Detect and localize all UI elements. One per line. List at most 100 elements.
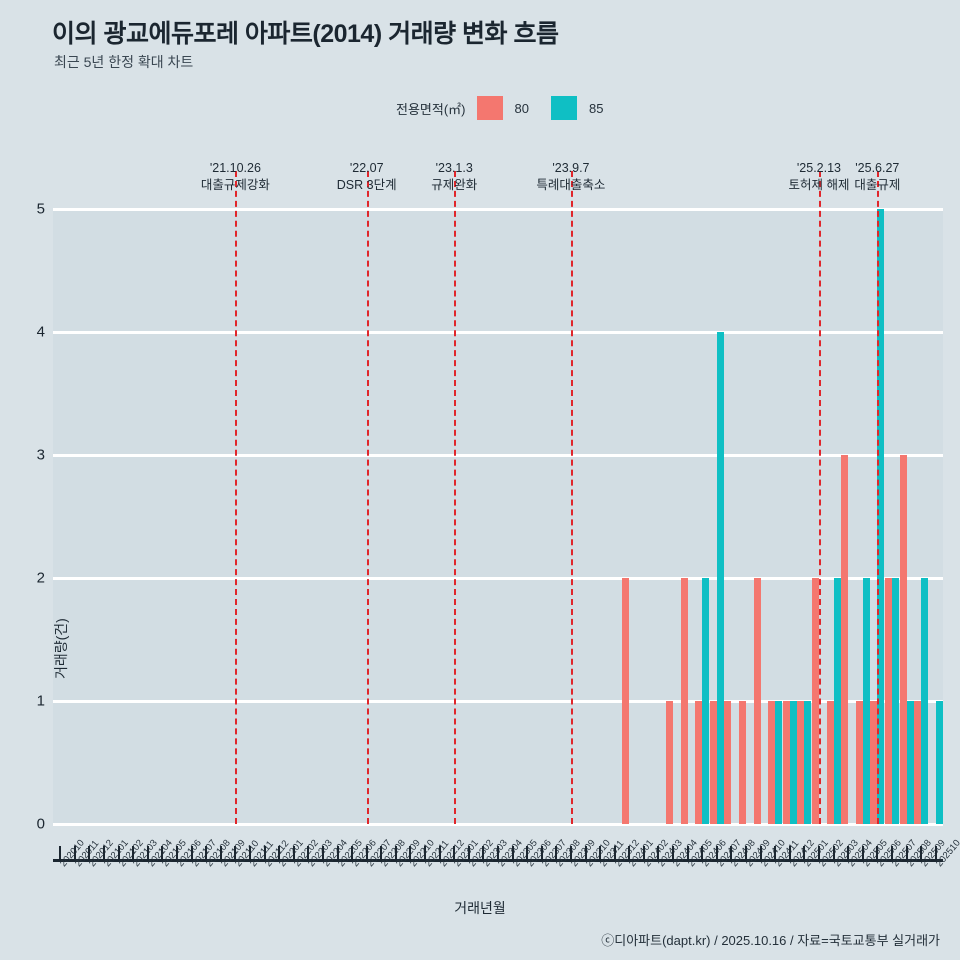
x-tick bbox=[497, 846, 499, 860]
bar[interactable] bbox=[709, 701, 717, 824]
event-line bbox=[454, 171, 457, 824]
x-tick bbox=[278, 846, 281, 860]
x-tick bbox=[205, 846, 208, 860]
event-annotation-date: '25.2.13 bbox=[796, 161, 842, 175]
x-tick bbox=[730, 846, 733, 860]
legend-swatch-85[interactable] bbox=[550, 96, 577, 120]
event-line bbox=[818, 171, 821, 824]
event-annotation: '23.9.7 특례대출축소 bbox=[536, 160, 605, 194]
bar[interactable] bbox=[695, 701, 703, 824]
event-annotation-date: '22.07 bbox=[349, 161, 384, 175]
page-subtitle: 최근 5년 한정 확대 차트 bbox=[54, 54, 194, 70]
bar[interactable] bbox=[753, 578, 761, 824]
bar[interactable] bbox=[877, 209, 885, 824]
x-tick bbox=[613, 846, 616, 860]
bar[interactable] bbox=[622, 578, 630, 824]
gridline bbox=[53, 576, 943, 580]
legend-label-80: 80 bbox=[514, 100, 529, 116]
x-axis-line bbox=[53, 859, 943, 862]
bar[interactable] bbox=[789, 701, 797, 824]
legend: 전용면적(㎡) 80 85 bbox=[396, 96, 625, 120]
x-tick bbox=[73, 846, 76, 860]
bar[interactable] bbox=[906, 701, 914, 824]
x-tick bbox=[861, 846, 864, 860]
event-line bbox=[235, 171, 238, 824]
x-tick bbox=[351, 846, 354, 860]
bar[interactable] bbox=[921, 578, 929, 824]
event-annotation: '23.1.3 규제완화 bbox=[431, 160, 477, 194]
x-tick bbox=[219, 846, 222, 860]
event-annotation-date: '21.10.26 bbox=[209, 161, 261, 175]
event-annotation-text: 토허제 해제 bbox=[788, 177, 850, 192]
x-tick bbox=[380, 846, 383, 860]
bar[interactable] bbox=[855, 701, 863, 824]
bar[interactable] bbox=[782, 701, 790, 824]
x-tick bbox=[803, 846, 806, 860]
x-tick bbox=[745, 846, 748, 860]
x-tick bbox=[701, 846, 704, 860]
x-tick bbox=[657, 846, 660, 860]
bar[interactable] bbox=[768, 701, 776, 824]
x-tick bbox=[876, 846, 879, 860]
bar[interactable] bbox=[826, 701, 834, 824]
bar[interactable] bbox=[884, 578, 892, 824]
y-tick-label: 1 bbox=[36, 692, 45, 710]
event-annotation-date: '23.9.7 bbox=[552, 161, 590, 175]
gridline bbox=[53, 207, 943, 211]
bar[interactable] bbox=[775, 701, 783, 824]
x-tick bbox=[248, 846, 251, 860]
event-annotation: '22.07 DSR 3단계 bbox=[337, 160, 397, 194]
x-tick bbox=[628, 846, 631, 860]
bar[interactable] bbox=[914, 701, 922, 824]
bar[interactable] bbox=[862, 578, 870, 824]
x-tick bbox=[132, 846, 135, 860]
bar[interactable] bbox=[724, 701, 732, 824]
x-tick bbox=[438, 846, 441, 860]
event-line bbox=[366, 171, 369, 824]
event-annotation-text: 규제완화 bbox=[431, 177, 478, 192]
event-annotation-text: DSR 3단계 bbox=[336, 177, 397, 192]
bar[interactable] bbox=[797, 701, 805, 824]
event-annotation: '25.2.13 토허제 해제 bbox=[788, 160, 849, 194]
x-tick bbox=[555, 846, 558, 860]
bar[interactable] bbox=[870, 701, 878, 824]
bar[interactable] bbox=[739, 701, 747, 824]
x-tick bbox=[584, 846, 587, 860]
footer-credit: ⓒ디아파트(dapt.kr) / 2025.10.16 / 자료=국토교통부 실… bbox=[601, 933, 940, 948]
x-tick bbox=[511, 846, 514, 860]
bar[interactable] bbox=[680, 578, 688, 824]
bar[interactable] bbox=[833, 578, 841, 824]
bar[interactable] bbox=[666, 701, 674, 824]
x-tick bbox=[920, 846, 923, 860]
bar[interactable] bbox=[804, 701, 812, 824]
x-tick bbox=[599, 846, 602, 860]
y-tick-label: 4 bbox=[36, 323, 45, 341]
x-tick bbox=[817, 846, 820, 860]
x-tick bbox=[307, 846, 310, 860]
bar[interactable] bbox=[811, 578, 819, 824]
x-tick bbox=[117, 846, 120, 860]
x-tick bbox=[672, 846, 675, 860]
x-tick bbox=[146, 846, 149, 860]
bar[interactable] bbox=[899, 455, 907, 824]
x-tick bbox=[336, 846, 339, 860]
gridline bbox=[53, 822, 943, 826]
page-title: 이의 광교에듀포레 아파트(2014) 거래량 변화 흐름 bbox=[52, 20, 559, 48]
gridline bbox=[53, 699, 943, 703]
bar[interactable] bbox=[716, 332, 724, 824]
event-annotation-date: '23.1.3 bbox=[435, 161, 473, 175]
legend-swatch-80[interactable] bbox=[476, 96, 503, 120]
bar[interactable] bbox=[935, 701, 943, 824]
x-tick bbox=[409, 846, 412, 860]
y-tick-label: 5 bbox=[36, 200, 45, 218]
legend-title: 전용면적(㎡) bbox=[396, 101, 466, 117]
gridline bbox=[53, 453, 943, 457]
bar[interactable] bbox=[891, 578, 899, 824]
x-tick bbox=[321, 846, 324, 860]
x-tick bbox=[759, 846, 762, 860]
bar[interactable] bbox=[702, 578, 710, 824]
x-tick bbox=[832, 846, 835, 860]
bar[interactable] bbox=[841, 455, 849, 824]
event-annotation-text: 대출규제 bbox=[854, 177, 901, 192]
x-tick bbox=[934, 846, 937, 860]
